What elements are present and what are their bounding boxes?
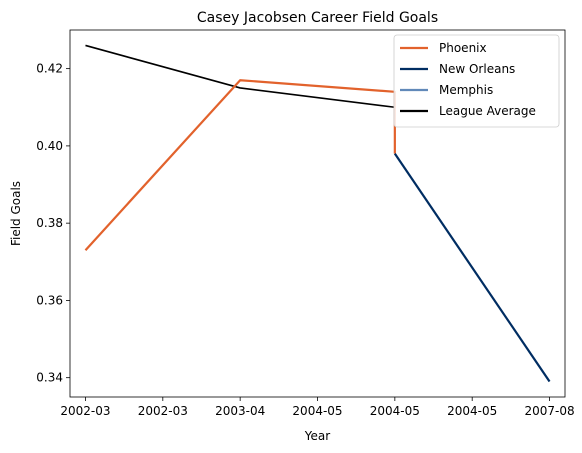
x-axis-title: Year (304, 429, 330, 443)
y-axis-title: Field Goals (9, 181, 23, 246)
y-axis: 0.34 0.36 0.38 0.40 0.42 (36, 62, 70, 385)
series-line-league-average (85, 44, 395, 109)
legend-label: Phoenix (439, 41, 487, 55)
y-tick-label: 0.34 (36, 371, 63, 385)
y-tick-label: 0.38 (36, 216, 63, 230)
series-line-phoenix (84, 79, 396, 251)
y-tick-label: 0.42 (36, 62, 63, 76)
x-tick-label: 2004-05 (447, 404, 497, 418)
x-axis: 2002-03 2002-03 2003-04 2004-05 2004-05 2004-… (60, 397, 575, 418)
legend-label: New Orleans (439, 62, 515, 76)
y-tick-label: 0.40 (36, 139, 63, 153)
x-tick-label: 2003-04 (215, 404, 265, 418)
x-tick-label: 2007-08 (524, 404, 574, 418)
y-tick-label: 0.36 (36, 293, 63, 307)
x-tick-label: 2002-03 (60, 404, 110, 418)
legend: Phoenix New Orleans Memphis League Average (393, 34, 560, 128)
x-tick-label: 2004-05 (292, 404, 342, 418)
legend-box (393, 34, 560, 128)
x-tick-label: 2004-05 (370, 404, 420, 418)
chart-title: Casey Jacobsen Career Field Goals (197, 10, 438, 26)
legend-label: Memphis (439, 83, 493, 97)
legend-label: League Average (439, 104, 536, 118)
x-tick-label: 2002-03 (138, 404, 188, 418)
series-line-new-orleans (393, 153, 551, 383)
